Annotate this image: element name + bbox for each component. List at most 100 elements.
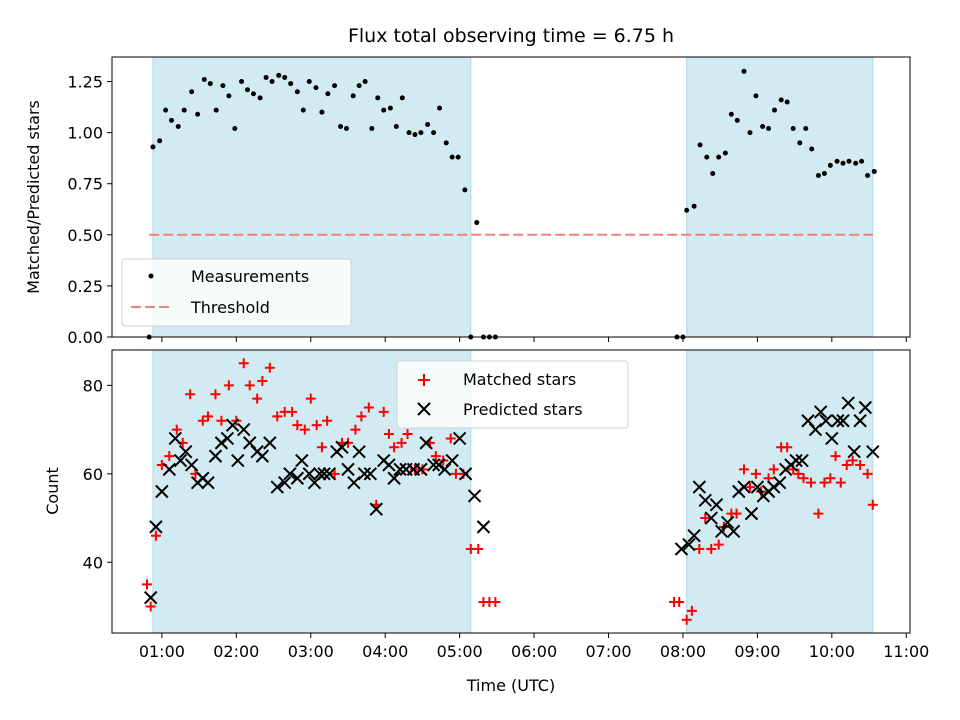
- predicted-point: [270, 480, 284, 494]
- measurement-point: [710, 170, 716, 176]
- measurement-point: [175, 123, 181, 129]
- predicted-point: [357, 467, 372, 481]
- legend-measurements-label: Measurements: [191, 267, 309, 286]
- predicted-point: [847, 444, 861, 459]
- matched-point: [316, 442, 327, 453]
- predicted-point: [426, 458, 441, 472]
- predicted-point: [220, 431, 235, 446]
- measurement-point: [282, 74, 288, 80]
- predicted-point: [312, 467, 327, 481]
- bottom-shaded-region: [686, 349, 874, 634]
- x-tick-label: 03:00: [288, 642, 334, 661]
- predicted-point: [295, 453, 309, 468]
- predicted-point: [704, 511, 718, 525]
- matched-point: [694, 543, 705, 554]
- predicted-point: [352, 444, 366, 459]
- measurement-point: [797, 140, 803, 146]
- measurement-point: [319, 109, 325, 115]
- measurement-point: [300, 107, 306, 113]
- matched-point: [238, 358, 249, 369]
- predicted-point: [322, 467, 337, 481]
- matched-point: [389, 442, 400, 453]
- predicted-point: [363, 467, 378, 481]
- measurement-point: [276, 72, 282, 78]
- matched-point: [383, 429, 394, 440]
- measurement-point: [257, 95, 263, 101]
- measurement-point: [747, 130, 753, 136]
- matched-point: [738, 464, 749, 475]
- predicted-point: [201, 475, 215, 490]
- matched-point: [396, 437, 407, 448]
- measurement-point: [220, 83, 226, 89]
- predicted-point: [237, 422, 251, 437]
- measurement-point: [716, 154, 722, 160]
- matched-point: [798, 473, 809, 484]
- top-y-tick-label: 0.25: [67, 277, 103, 296]
- matched-point: [185, 389, 196, 400]
- predicted-point: [866, 444, 880, 459]
- predicted-point: [317, 467, 331, 481]
- measurement-point: [431, 130, 437, 136]
- predicted-point: [419, 436, 433, 450]
- predicted-point: [277, 475, 292, 490]
- top-plot-frame: [111, 56, 911, 338]
- bottom-y-axis: 40 60 80: [83, 376, 112, 572]
- predicted-point: [692, 480, 707, 494]
- measurement-point: [393, 123, 399, 129]
- measurement-point: [815, 173, 821, 179]
- predicted-point: [767, 480, 781, 494]
- matched-point: [203, 411, 214, 422]
- matched-point: [244, 380, 255, 391]
- matched-point: [862, 468, 873, 479]
- predicted-point: [836, 414, 850, 428]
- matched-point: [252, 393, 263, 404]
- predicted-point: [819, 414, 833, 428]
- x-tick-label: 08:00: [660, 642, 706, 661]
- measurement-point: [325, 91, 331, 97]
- measurement-point: [753, 93, 759, 99]
- predicted-point: [458, 467, 473, 481]
- measurement-point: [169, 117, 175, 123]
- measurement-point: [697, 142, 703, 148]
- measurement-point: [399, 95, 405, 101]
- predicted-point: [726, 524, 741, 539]
- matched-point: [750, 468, 761, 479]
- predicted-point: [476, 520, 491, 534]
- top-legend-box: [121, 258, 352, 327]
- measurement-point: [437, 105, 443, 111]
- measurement-point: [784, 99, 790, 105]
- x-tick-label: 04:00: [362, 642, 408, 661]
- matched-point: [145, 601, 156, 612]
- predicted-point: [173, 453, 188, 468]
- matched-point: [216, 415, 227, 426]
- x-tick-label: 06:00: [511, 642, 557, 661]
- measurement-point: [306, 79, 312, 85]
- bottom-y-axis-label: Count: [43, 467, 62, 515]
- predicted-point: [789, 453, 803, 468]
- predicted-point: [795, 453, 809, 468]
- matched-point: [164, 451, 175, 462]
- legend-predicted-label: Predicted stars: [463, 400, 583, 419]
- matched-point: [731, 508, 742, 519]
- measurement-point: [425, 121, 431, 127]
- predicted-point: [144, 590, 158, 605]
- predicted-point: [698, 493, 712, 508]
- matched-points: [141, 358, 878, 625]
- predicted-point: [149, 520, 163, 534]
- predicted-point: [335, 440, 349, 454]
- matched-point: [681, 614, 692, 625]
- measurement-point: [846, 158, 852, 164]
- measurement-point: [150, 144, 156, 150]
- matched-point: [855, 459, 866, 470]
- predicted-point: [773, 475, 787, 490]
- measurement-point: [827, 162, 833, 168]
- legend-matched-label: Matched stars: [463, 370, 576, 389]
- measurement-point: [201, 76, 207, 82]
- measurement-point: [250, 91, 256, 97]
- matched-point: [867, 499, 878, 510]
- predicted-point: [737, 480, 751, 494]
- measurement-point: [412, 132, 418, 138]
- matched-point: [768, 464, 779, 475]
- top-y-axis-label: Matched/Predicted stars: [24, 100, 43, 294]
